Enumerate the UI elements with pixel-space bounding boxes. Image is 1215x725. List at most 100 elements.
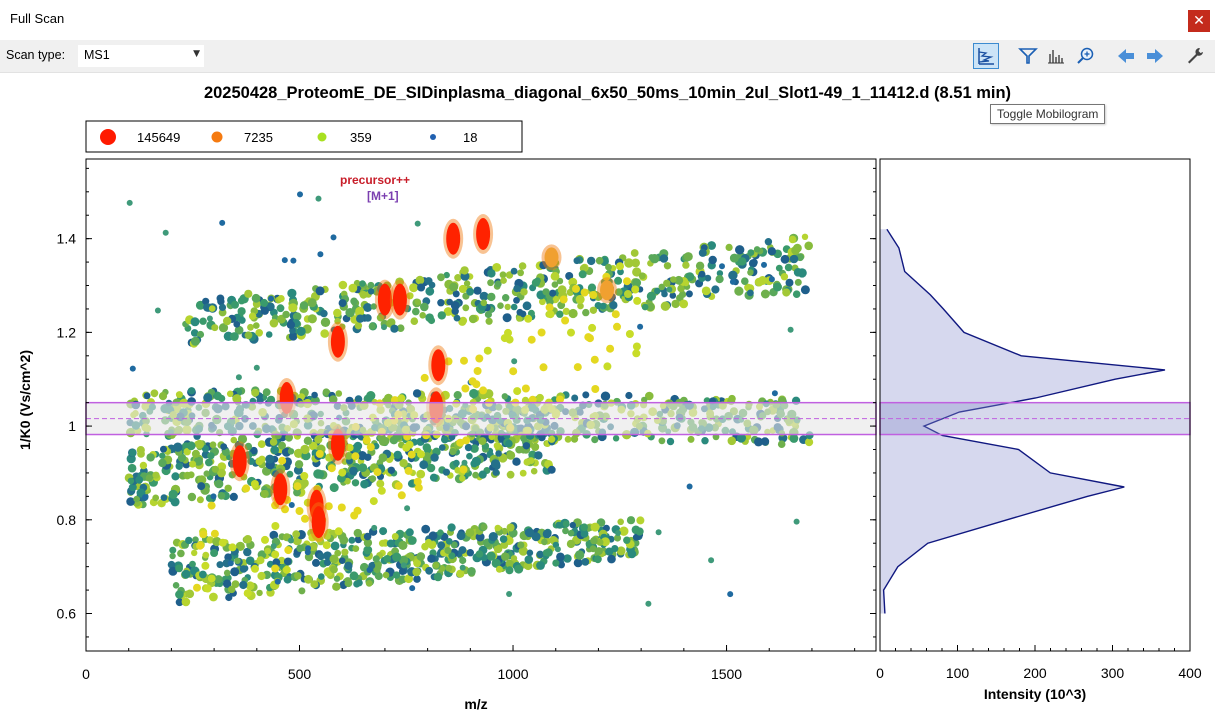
scatter-point (383, 555, 392, 563)
scatter-point (134, 427, 142, 435)
spectrum-button[interactable] (1043, 43, 1069, 69)
scatter-point (606, 303, 615, 313)
scan-type-dropdown[interactable]: MS1 ▼ (77, 44, 205, 68)
scatter-point (415, 275, 425, 285)
scatter-point (787, 434, 795, 441)
scatter-point (263, 545, 273, 554)
scatter-point (435, 417, 445, 427)
scatter-point (759, 412, 767, 420)
settings-button[interactable] (1182, 43, 1208, 69)
scatter-point (724, 397, 731, 405)
scatter-point (575, 256, 584, 264)
scatter-point (343, 577, 352, 586)
scatter-point (622, 430, 632, 440)
scatter-point (292, 530, 301, 539)
scatter-point (289, 420, 298, 429)
scatter-point (539, 261, 548, 270)
scatter-point (506, 436, 516, 446)
scatter-point (303, 574, 313, 584)
scatter-point (449, 446, 457, 454)
scatter-point (395, 304, 404, 313)
scatter-point (340, 290, 348, 298)
scatter-point (277, 314, 286, 324)
scatter-highlight (279, 382, 294, 414)
scatter-point (346, 427, 355, 437)
next-button[interactable] (1142, 43, 1168, 69)
scatter-point (718, 415, 727, 424)
scatter-point (213, 478, 222, 487)
scatter-point (582, 391, 590, 399)
scatter-point (734, 286, 744, 296)
scatter-point (292, 428, 302, 437)
scatter-point (291, 573, 300, 582)
scatter-point (421, 542, 429, 551)
scatter-point (257, 571, 266, 581)
mobilogram-icon (978, 48, 994, 65)
scatter-point (396, 560, 405, 570)
scatter-point (354, 574, 363, 583)
scatter-point (459, 556, 467, 565)
scatter-point (416, 552, 426, 561)
scatter-point (587, 286, 596, 295)
scatter-point (651, 287, 660, 296)
toggle-mobilogram-button[interactable] (973, 43, 999, 69)
scatter-point (506, 523, 515, 532)
scatter-point (271, 430, 281, 440)
scatter-point (599, 302, 607, 310)
scatter-point (740, 254, 750, 263)
scatter-point (468, 377, 477, 386)
scatter-point (258, 460, 266, 469)
scatter-point (746, 284, 755, 293)
scatter-point (545, 462, 553, 470)
scatter-point (357, 431, 367, 441)
scatter-point (316, 428, 326, 438)
scatter-point (190, 566, 200, 576)
scatter-point (732, 267, 740, 275)
scatter-point (162, 495, 170, 503)
scatter-point (191, 541, 200, 550)
scatter-point (508, 411, 517, 420)
scatter-point (686, 483, 693, 490)
scatter-point (432, 474, 440, 483)
scatter-point (172, 399, 180, 407)
scatter-point (196, 541, 205, 550)
scatter-point (279, 564, 287, 571)
scatter-point (506, 529, 516, 539)
scatter-point (483, 399, 491, 407)
scatter-point (348, 283, 358, 293)
scatter-point (248, 312, 257, 320)
scatter-point (647, 260, 654, 267)
x-tick-label: 0 (82, 666, 90, 682)
scatter-point (554, 519, 563, 528)
zoom-button[interactable] (1073, 43, 1099, 69)
scatter-point (557, 285, 567, 295)
scatter-point (221, 491, 230, 501)
scatter-point (404, 466, 413, 475)
scatter-point (376, 461, 383, 468)
scatter-point (160, 404, 170, 414)
scatter-point (483, 413, 491, 421)
scatter-point (519, 561, 527, 569)
scatter-point (698, 270, 706, 278)
scatter-point (537, 416, 544, 424)
scatter-point (282, 457, 292, 467)
scatter-point (476, 473, 483, 481)
scatter-point (347, 470, 354, 478)
scatter-point (479, 306, 487, 314)
scatter-point (675, 398, 684, 407)
scatter-point (512, 562, 522, 571)
filter-button[interactable] (1015, 43, 1041, 69)
scatter-highlight (311, 506, 326, 539)
scatter-point (422, 297, 431, 306)
scatter-point (478, 522, 488, 532)
scatter-point (557, 301, 566, 310)
scatter-point (237, 307, 246, 316)
close-button[interactable]: ✕ (1188, 10, 1210, 32)
scatter-point (630, 427, 640, 437)
scatter-point (369, 463, 379, 473)
scatter-point (378, 436, 389, 446)
scatter-point (283, 575, 292, 584)
previous-button[interactable] (1113, 43, 1139, 69)
scatter-point (166, 431, 173, 439)
scatter-point (351, 399, 360, 407)
